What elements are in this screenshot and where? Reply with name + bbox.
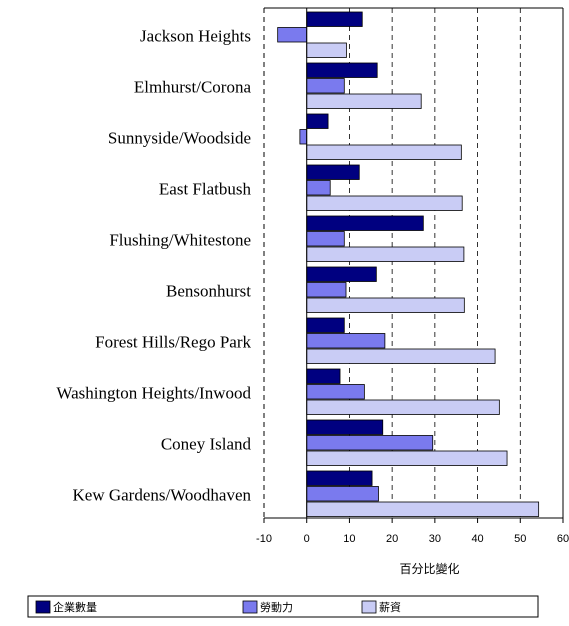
bar	[299, 129, 308, 145]
bar	[306, 62, 378, 78]
bar	[306, 470, 373, 486]
bar	[306, 333, 386, 349]
x-tick-label: 60	[557, 533, 569, 545]
bar	[306, 450, 508, 466]
bar	[306, 435, 434, 451]
bar	[306, 180, 331, 196]
category-labels: Jackson Heights Elmhurst/Corona Sunnyside/…	[56, 26, 251, 504]
legend-label: 薪資	[379, 601, 401, 614]
bar	[306, 282, 347, 298]
category-label: Elmhurst/Corona	[134, 77, 252, 96]
plot-frame	[263, 7, 564, 519]
bar	[306, 501, 540, 517]
category-label: Jackson Heights	[140, 26, 251, 45]
bar	[306, 399, 500, 415]
bar	[306, 42, 347, 58]
x-tick-label: 40	[471, 533, 483, 545]
x-tick-label: 30	[429, 533, 441, 545]
bar	[306, 78, 345, 94]
x-tick-label: 10	[343, 533, 355, 545]
bar	[306, 317, 345, 333]
bar	[306, 231, 345, 247]
bar	[306, 419, 384, 435]
bar	[306, 368, 341, 384]
x-tick-label: 0	[304, 533, 310, 545]
category-label: East Flatbush	[159, 179, 252, 198]
bar	[306, 195, 463, 211]
legend-swatch	[361, 600, 377, 614]
x-tick-label: 50	[514, 533, 526, 545]
bar	[306, 246, 465, 262]
x-axis-ticks: -10 0 10 20 30 40 50 60	[256, 518, 569, 545]
x-axis-title: 百分比變化	[399, 561, 459, 576]
x-tick-label: 20	[386, 533, 398, 545]
category-label: Kew Gardens/Woodhaven	[73, 485, 252, 504]
category-label: Forest Hills/Rego Park	[95, 332, 251, 351]
legend-swatch	[242, 600, 258, 614]
bar	[306, 384, 365, 400]
category-label: Washington Heights/Inwood	[56, 383, 251, 402]
category-label: Flushing/Whitestone	[109, 230, 251, 249]
bars	[277, 11, 540, 517]
category-label: Sunnyside/Woodside	[108, 128, 251, 147]
bar	[306, 11, 363, 27]
category-label: Coney Island	[161, 434, 252, 453]
bar	[306, 266, 377, 282]
legend-box	[27, 595, 539, 618]
bar	[277, 27, 308, 43]
bar	[306, 93, 422, 109]
bar	[306, 113, 329, 129]
bar	[306, 215, 424, 231]
category-label: Bensonhurst	[166, 281, 251, 300]
x-tick-label: -10	[256, 533, 272, 545]
bar	[306, 486, 379, 502]
bar	[306, 297, 465, 313]
bar	[306, 144, 462, 160]
legend: 企業數量 勞動力 薪資	[27, 595, 539, 618]
bar	[306, 348, 496, 364]
legend-label: 企業數量	[53, 600, 97, 614]
bar	[306, 164, 360, 180]
legend-label: 勞動力	[260, 600, 293, 614]
legend-swatch	[35, 600, 51, 614]
